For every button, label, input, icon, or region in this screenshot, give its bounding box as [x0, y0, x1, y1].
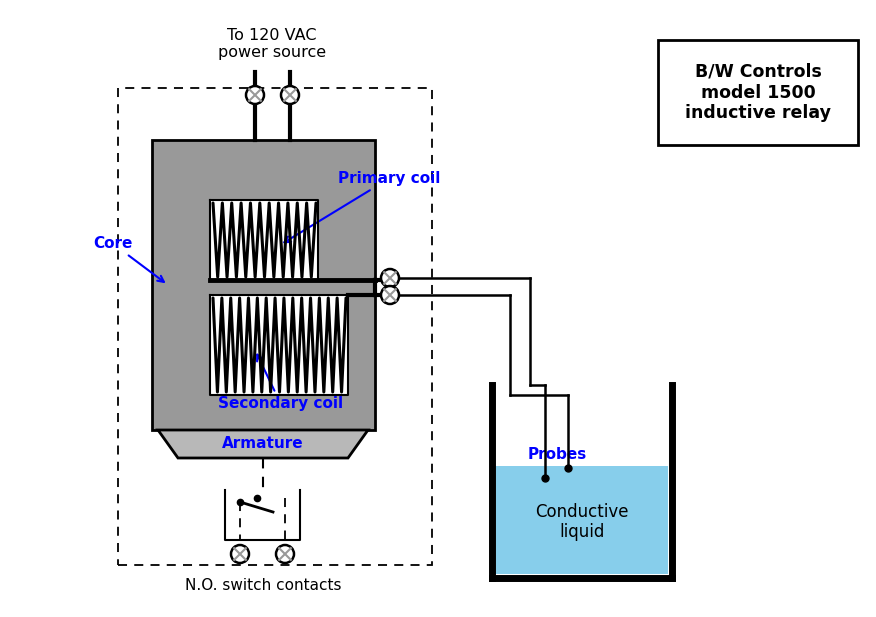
Polygon shape	[158, 430, 368, 458]
Circle shape	[246, 86, 264, 104]
Bar	[658, 40, 858, 145]
Text: Primary coil: Primary coil	[285, 171, 441, 242]
Text: Probes: Probes	[527, 447, 587, 462]
Text: Core: Core	[93, 236, 164, 282]
Circle shape	[281, 86, 299, 104]
Bar	[152, 140, 375, 430]
Bar	[210, 295, 348, 395]
Bar	[118, 88, 432, 565]
Text: Secondary coil: Secondary coil	[218, 355, 343, 411]
Circle shape	[381, 286, 399, 304]
Circle shape	[381, 269, 399, 287]
Text: Armature: Armature	[223, 436, 304, 452]
Bar	[496, 466, 668, 574]
Text: To 120 VAC
power source: To 120 VAC power source	[218, 28, 326, 60]
Circle shape	[276, 545, 294, 563]
Circle shape	[231, 545, 249, 563]
Text: N.O. switch contacts: N.O. switch contacts	[185, 578, 342, 593]
Bar	[210, 200, 318, 280]
Text: B/W Controls
model 1500
inductive relay: B/W Controls model 1500 inductive relay	[685, 63, 831, 122]
Text: Conductive
liquid: Conductive liquid	[535, 503, 629, 541]
